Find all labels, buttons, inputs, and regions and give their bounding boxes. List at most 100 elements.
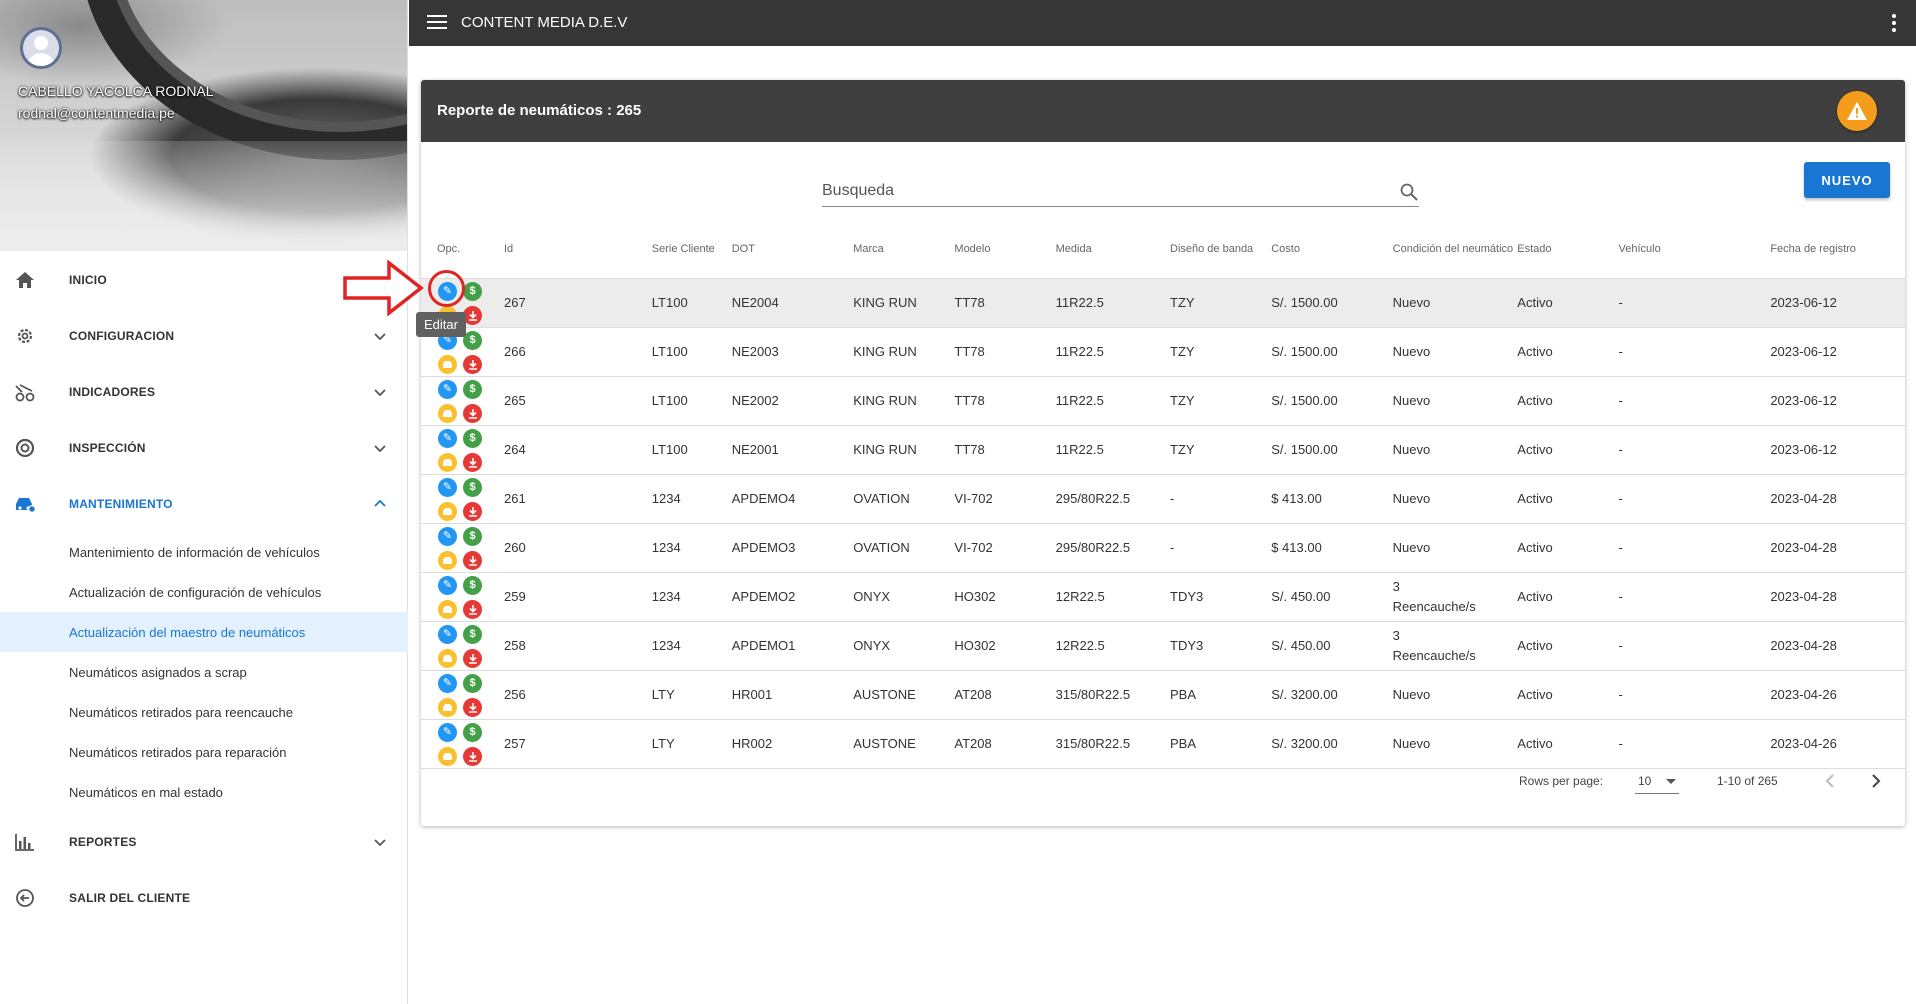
col-modelo[interactable]: Modelo: [954, 222, 1056, 279]
cell-id: 264: [504, 425, 652, 475]
subitem-vehicle-config[interactable]: Actualización de configuración de vehícu…: [69, 584, 322, 600]
subitem-vehicle-info[interactable]: Mantenimiento de información de vehículo…: [69, 544, 320, 560]
table-row[interactable]: ✎ $267 LT100 NE2004 KING RUN TT78 11R22.5 TZY S/…: [421, 278, 1905, 328]
pencil-icon[interactable]: ✎: [438, 428, 457, 448]
car-icon[interactable]: [438, 697, 457, 717]
col-id[interactable]: Id: [504, 222, 652, 279]
col-fecha[interactable]: Fecha de registro: [1770, 222, 1905, 279]
subitem-scrap[interactable]: Neumáticos asignados a scrap: [69, 664, 247, 680]
col-serie-cliente[interactable]: Serie Cliente: [651, 222, 732, 279]
table-row[interactable]: ✎ $259 1234 APDEMO2 ONYX HO302 12R22.5 TDY3 S/. …: [421, 572, 1905, 622]
rows-per-page-select[interactable]: 10: [1635, 769, 1679, 794]
subitem-bad-state[interactable]: Neumáticos en mal estado: [69, 784, 223, 800]
sidebar-item-indicadores[interactable]: INDICADORES: [0, 364, 408, 420]
col-marca[interactable]: Marca: [853, 222, 955, 279]
chevron-right-icon[interactable]: [1865, 770, 1887, 792]
col-opc[interactable]: Opc.: [421, 222, 504, 279]
download-icon[interactable]: [463, 550, 482, 570]
chevron-left-icon[interactable]: [1819, 770, 1841, 792]
download-icon[interactable]: [463, 452, 482, 472]
subitem-retread[interactable]: Neumáticos retirados para reencauche: [69, 704, 294, 720]
cell-medida: 11R22.5: [1055, 327, 1170, 377]
car-icon[interactable]: [438, 452, 457, 472]
sidebar-item-reportes[interactable]: REPORTES: [0, 814, 408, 870]
cell-fecha: 2023-04-28: [1770, 523, 1905, 573]
pagination-range: 1-10 of 265: [1717, 774, 1778, 788]
cell-diseno: TZY: [1170, 278, 1272, 328]
subitem-repair[interactable]: Neumáticos retirados para reparación: [69, 744, 287, 760]
table-row[interactable]: ✎ $261 1234 APDEMO4 OVATION VI-702 295/80R22.5…: [421, 474, 1905, 524]
sidebar-item-salir[interactable]: SALIR DEL CLIENTE: [0, 870, 408, 926]
download-icon[interactable]: [463, 697, 482, 717]
car-icon[interactable]: [438, 746, 457, 766]
car-icon[interactable]: [438, 648, 457, 668]
car-icon[interactable]: [438, 599, 457, 619]
col-vehiculo[interactable]: Vehículo: [1618, 222, 1771, 279]
dollar-icon[interactable]: $: [463, 281, 482, 301]
more-vert-icon[interactable]: [1892, 14, 1896, 32]
col-costo[interactable]: Costo: [1271, 222, 1393, 279]
dollar-icon[interactable]: $: [463, 526, 482, 546]
dollar-icon[interactable]: $: [463, 477, 482, 497]
col-estado[interactable]: Estado: [1517, 222, 1619, 279]
download-icon[interactable]: [463, 305, 482, 325]
table-row[interactable]: ✎ $265 LT100 NE2002 KING RUN TT78 11R22.5 TZY S/…: [421, 376, 1905, 426]
hamburger-menu-icon[interactable]: [427, 15, 447, 31]
pencil-icon[interactable]: ✎: [438, 477, 457, 497]
avatar[interactable]: [20, 27, 62, 69]
table-row[interactable]: ✎ $260 1234 APDEMO3 OVATION VI-702 295/80R22.5…: [421, 523, 1905, 573]
download-icon[interactable]: [463, 599, 482, 619]
cell-modelo: TT78: [954, 376, 1056, 426]
dollar-icon[interactable]: $: [463, 722, 482, 742]
dollar-icon[interactable]: $: [463, 379, 482, 399]
download-icon[interactable]: [463, 354, 482, 374]
pencil-icon[interactable]: ✎: [438, 624, 457, 644]
col-condicion[interactable]: Condición del neumático: [1392, 222, 1518, 279]
table-row[interactable]: ✎ $266 LT100 NE2003 KING RUN TT78 11R22.5 TZY S/…: [421, 327, 1905, 377]
warning-button[interactable]: [1837, 91, 1877, 131]
search-input[interactable]: [822, 176, 1382, 206]
car-icon[interactable]: [438, 354, 457, 374]
cell-dot: NE2001: [731, 425, 854, 475]
car-icon[interactable]: [438, 501, 457, 521]
col-medida[interactable]: Medida: [1055, 222, 1170, 279]
pencil-icon[interactable]: ✎: [438, 673, 457, 693]
download-icon[interactable]: [463, 501, 482, 521]
dollar-icon[interactable]: $: [463, 330, 482, 350]
download-icon[interactable]: [463, 403, 482, 423]
cell-estado: Activo: [1517, 670, 1619, 720]
search-icon[interactable]: [1399, 182, 1419, 202]
cell-vehiculo: -: [1618, 425, 1771, 475]
dollar-icon[interactable]: $: [463, 624, 482, 644]
annotation-circle: [428, 270, 465, 307]
download-icon[interactable]: [463, 746, 482, 766]
table-row[interactable]: ✎ $257 LTY HR002 AUSTONE AT208 315/80R22.5 PBA S…: [421, 719, 1905, 769]
pencil-icon[interactable]: ✎: [438, 379, 457, 399]
cell-marca: AUSTONE: [853, 670, 955, 720]
chevron-down-icon: [374, 445, 386, 453]
cell-id: 266: [504, 327, 652, 377]
pencil-icon[interactable]: ✎: [438, 526, 457, 546]
subitem-tire-master[interactable]: Actualización del maestro de neumáticos: [0, 612, 408, 652]
dollar-icon[interactable]: $: [463, 428, 482, 448]
table-row[interactable]: ✎ $264 LT100 NE2001 KING RUN TT78 11R22.5 TZY S/…: [421, 425, 1905, 475]
table-row[interactable]: ✎ $258 1234 APDEMO1 ONYX HO302 12R22.5 TDY3 S/. …: [421, 621, 1905, 671]
sidebar-item-mantenimiento[interactable]: MANTENIMIENTO: [0, 476, 408, 532]
sidebar-item-inspeccion[interactable]: INSPECCIÓN: [0, 420, 408, 476]
sidebar-item-configuracion[interactable]: CONFIGURACION: [0, 308, 408, 364]
pencil-icon[interactable]: ✎: [438, 575, 457, 595]
download-icon[interactable]: [463, 648, 482, 668]
table-row[interactable]: ✎ $256 LTY HR001 AUSTONE AT208 315/80R22.5 PBA S…: [421, 670, 1905, 720]
sidebar-item-inicio[interactable]: INICIO: [0, 252, 408, 308]
cell-marca: AUSTONE: [853, 719, 955, 769]
dollar-icon[interactable]: $: [463, 575, 482, 595]
col-dot[interactable]: DOT: [731, 222, 854, 279]
cell-serie-cliente: LTY: [651, 670, 732, 720]
new-tire-button[interactable]: NUEVO: [1804, 162, 1890, 198]
pencil-icon[interactable]: ✎: [438, 722, 457, 742]
col-diseno[interactable]: Diseño de banda: [1170, 222, 1272, 279]
dollar-icon[interactable]: $: [463, 673, 482, 693]
app-title: CONTENT MEDIA D.E.V: [461, 14, 628, 31]
car-icon[interactable]: [438, 550, 457, 570]
car-icon[interactable]: [438, 403, 457, 423]
